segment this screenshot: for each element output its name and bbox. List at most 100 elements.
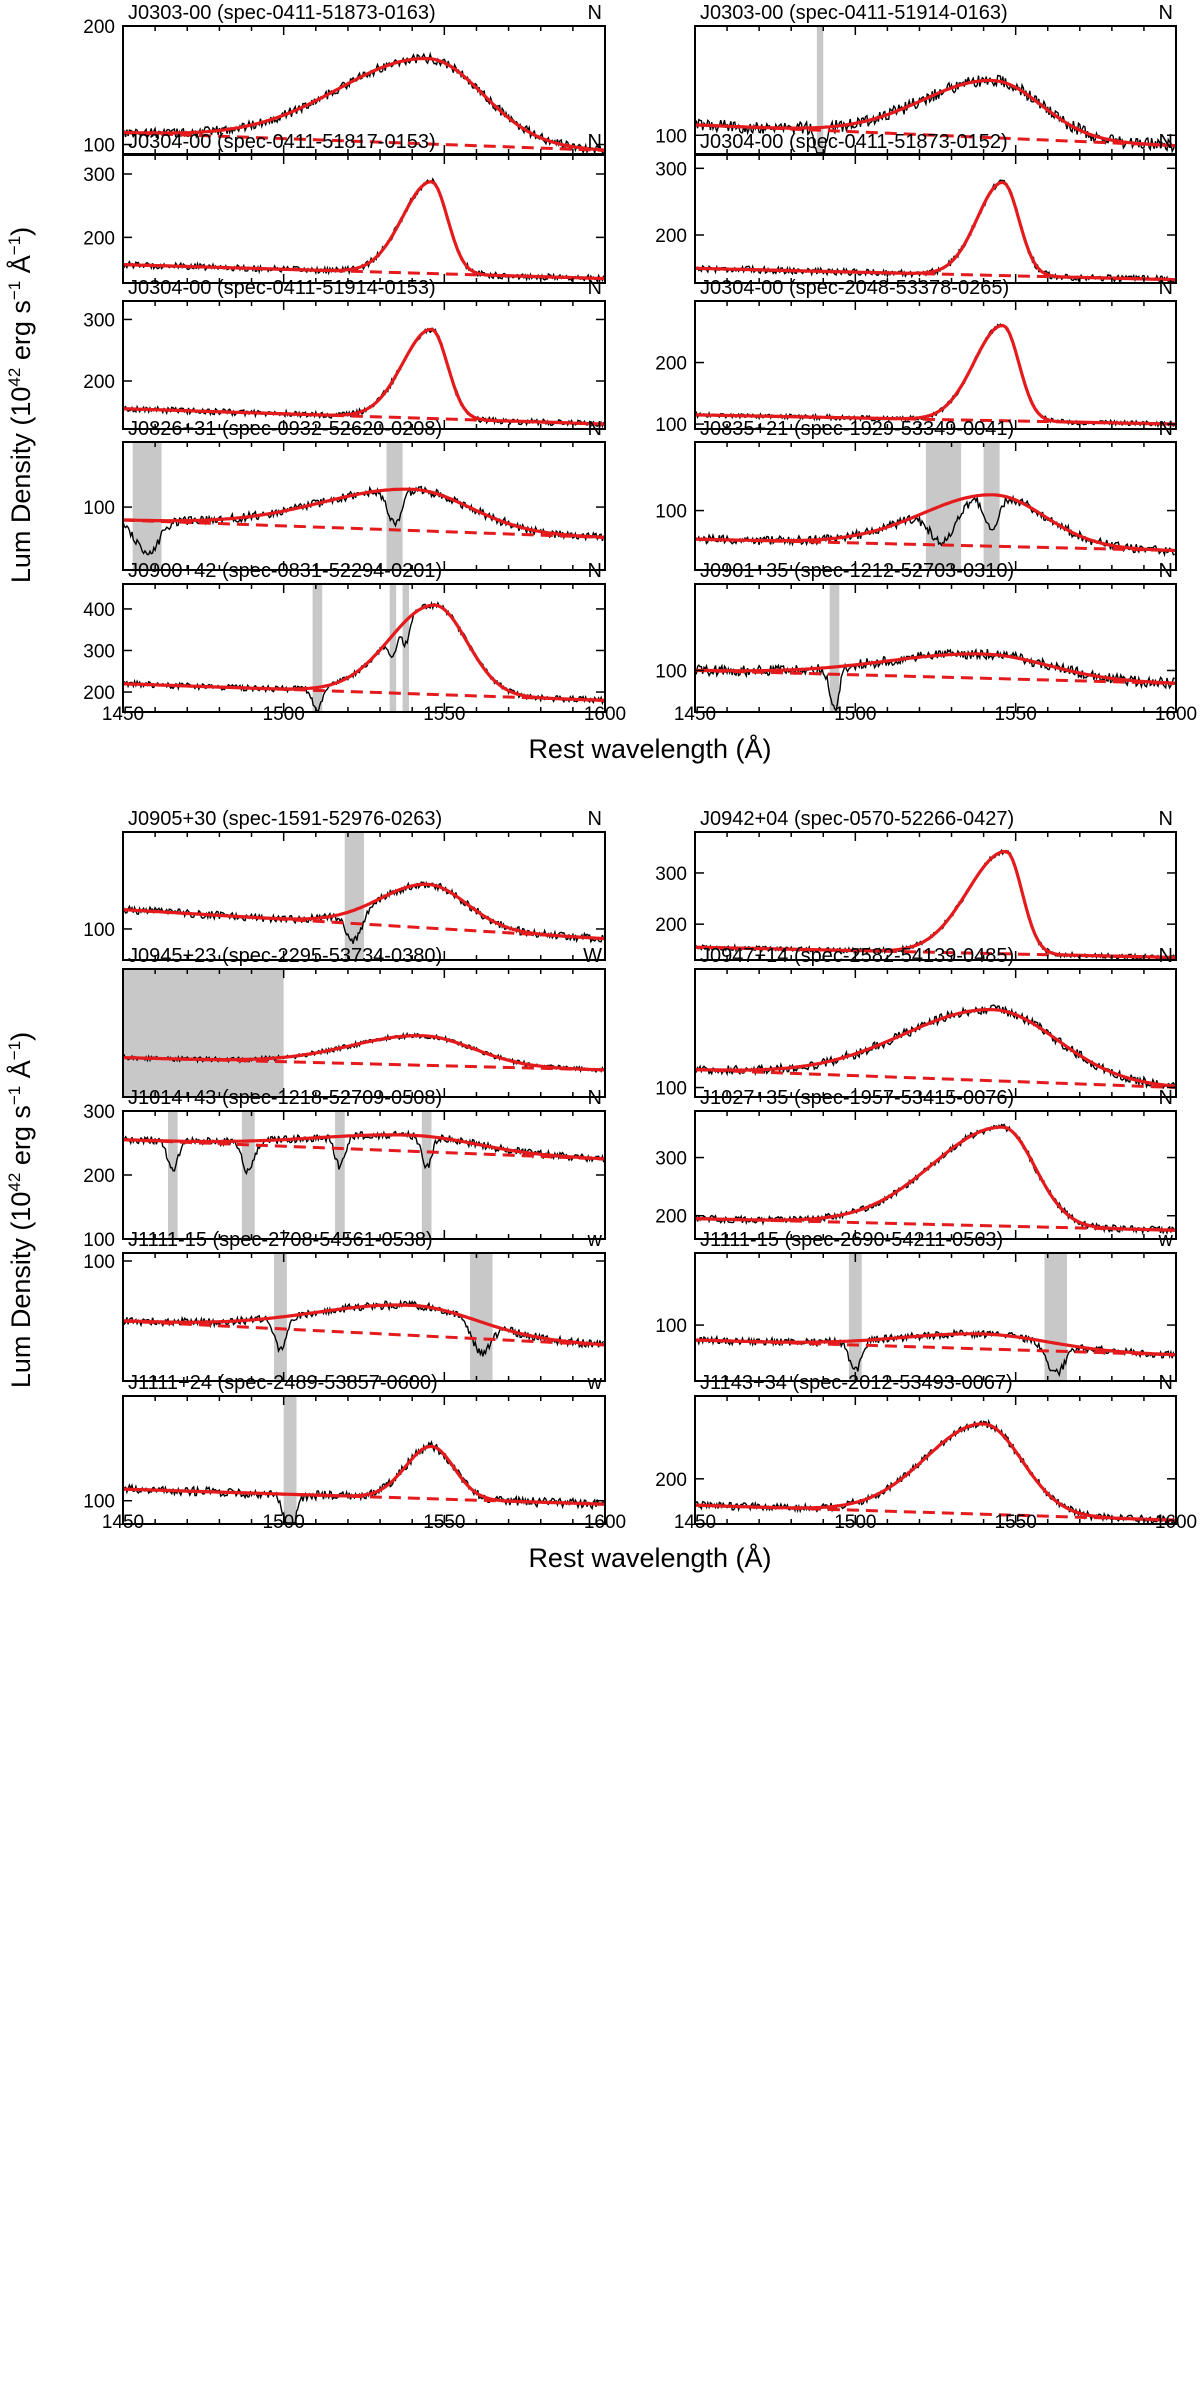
continuum-line [123, 1319, 605, 1347]
panel-flag: N [588, 418, 602, 440]
panel-title: J1111+24 (spec-2489-53857-0600) [128, 1372, 438, 1394]
panel-title: J0905+30 (spec-1591-52976-0263) [128, 808, 442, 830]
spectrum-panel: 100 J1111-15 (spec-2708-54561-0538) w [83, 1229, 606, 1382]
panel-title: J0303-00 (spec-0411-51914-0163) [700, 2, 1008, 24]
y-tick-label: 200 [83, 372, 115, 393]
x-tick-label: 1600 [1155, 704, 1197, 725]
y-tick-label: 200 [83, 683, 115, 704]
panel-frame [122, 300, 606, 430]
masked-region [344, 832, 364, 960]
panel-title: J0304-00 (spec-0411-51817-0153) [128, 131, 436, 153]
model-fit-line [695, 849, 1176, 959]
x-tick-label: 1500 [834, 704, 876, 725]
panel-flag: N [588, 1087, 602, 1109]
masked-region [829, 584, 840, 712]
x-tick-label: 1550 [995, 1512, 1037, 1533]
panel-flag: N [1159, 277, 1173, 299]
x-tick-label: 1500 [263, 704, 305, 725]
y-tick-label: 300 [83, 165, 115, 186]
x-tick-label: 1450 [102, 1512, 144, 1533]
y-tick-label: 100 [655, 502, 687, 523]
observed-spectrum [695, 1004, 1176, 1090]
panel-frame [122, 1110, 606, 1240]
model-fit-line [123, 1133, 605, 1161]
x-tick-label: 1450 [674, 704, 716, 725]
panel-flag: N [588, 277, 602, 299]
x-tick-label: 1600 [584, 1512, 626, 1533]
panel-title: J0900+42 (spec-0831-52294-0201) [128, 560, 442, 582]
panel-frame [122, 968, 606, 1098]
x-tick-label: 1550 [423, 1512, 465, 1533]
spectrum-panel: 100 J0901+35 (spec-1212-52703-0310) N [655, 560, 1177, 713]
panel-frame [694, 1395, 1177, 1525]
masked-region [167, 1111, 178, 1239]
y-tick-label: 200 [83, 17, 115, 38]
panel-title: J0945+23 (spec-2295-53734-0380) [128, 945, 442, 967]
panel-flag: w [587, 1229, 603, 1251]
y-tick-label: 200 [655, 226, 687, 247]
panel-frame [694, 1252, 1177, 1382]
panel-frame [694, 441, 1177, 571]
observed-spectrum [695, 647, 1175, 712]
model-fit-line [695, 78, 1176, 148]
panel-frame [694, 1110, 1177, 1240]
panel-flag: w [587, 1372, 603, 1394]
panel-flag: N [1159, 808, 1173, 830]
spectrum-panel: 200 300 J0304-00 (spec-0411-51817-0153) N [83, 131, 606, 284]
x-tick-label: 1450 [674, 1512, 716, 1533]
spectrum-panel: 100 J1111+24 (spec-2489-53857-0600) w [83, 1372, 606, 1525]
masked-region [312, 584, 323, 712]
x-tick-label: 1600 [584, 704, 626, 725]
y-tick-label: 200 [655, 1207, 687, 1228]
panel-title: J1014+43 (spec-1218-52709-0508) [128, 1087, 442, 1109]
spectrum-panel: 100 200 J0303-00 (spec-0411-51873-0163) N [83, 2, 606, 157]
y-tick-label: 100 [83, 498, 115, 519]
panel-frame [122, 154, 606, 284]
continuum-line [695, 1068, 1176, 1090]
y-tick-label: 100 [83, 136, 115, 157]
y-tick-label: 400 [83, 600, 115, 621]
masked-region [402, 584, 409, 712]
panel-flag: W [583, 945, 602, 967]
panel-flag: w [1158, 1229, 1174, 1251]
panel-title: J1111-15 (spec-2708-54561-0538) [128, 1229, 433, 1251]
panel-frame [122, 1252, 606, 1382]
x-axis-label: Rest wavelength (Å) [528, 1542, 771, 1573]
spectrum-panel: 200 J1143+34 (spec-2012-53493-0067) N [655, 1372, 1177, 1525]
x-tick-label: 1500 [263, 1512, 305, 1533]
spectrum-panel: 100 J0947+14 (spec-2582-54139-0485) N [655, 945, 1177, 1100]
panel-title: J0901+35 (spec-1212-52703-0310) [700, 560, 1014, 582]
x-tick-label: 1450 [102, 704, 144, 725]
y-tick-label: 300 [83, 641, 115, 662]
masked-region [123, 969, 284, 1097]
spectrum-panel: 200 300 400 J0900+42 (spec-0831-52294-0201)… [83, 560, 606, 713]
masked-region [470, 1253, 493, 1381]
panel-flag: N [1159, 1372, 1173, 1394]
continuum-line [123, 131, 605, 152]
panel-flag: N [1159, 945, 1173, 967]
panel-title: J0304-00 (spec-2048-53378-0265) [700, 277, 1009, 299]
panel-title: J0826+31 (spec-0932-52620-0208) [128, 418, 442, 440]
panel-title: J0942+04 (spec-0570-52266-0427) [700, 808, 1014, 830]
panel-frame [694, 154, 1177, 284]
panel-frame [694, 300, 1177, 430]
panel-title: J0304-00 (spec-0411-51873-0152) [700, 131, 1008, 153]
panel-frame [694, 831, 1177, 961]
panel-frame [694, 583, 1177, 713]
spectrum-panel: 100 J0826+31 (spec-0932-52620-0208) N [83, 418, 606, 571]
panel-frame [122, 1395, 606, 1525]
panel-flag: N [1159, 2, 1173, 24]
model-fit-line [123, 327, 605, 426]
x-axis-label: Rest wavelength (Å) [528, 733, 771, 764]
x-tick-label: 1550 [995, 704, 1037, 725]
y-tick-label: 300 [83, 1102, 115, 1123]
masked-region [335, 1111, 345, 1239]
y-tick-label: 100 [655, 126, 687, 147]
spectrum-panel: 100 200 300 J1014+43 (spec-1218-52709-0508)… [83, 1087, 606, 1251]
masked-region [421, 1111, 432, 1239]
panel-flag: N [588, 2, 602, 24]
panel-flag: N [1159, 418, 1173, 440]
model-fit-line [123, 882, 605, 941]
model-fit-line [695, 493, 1176, 553]
